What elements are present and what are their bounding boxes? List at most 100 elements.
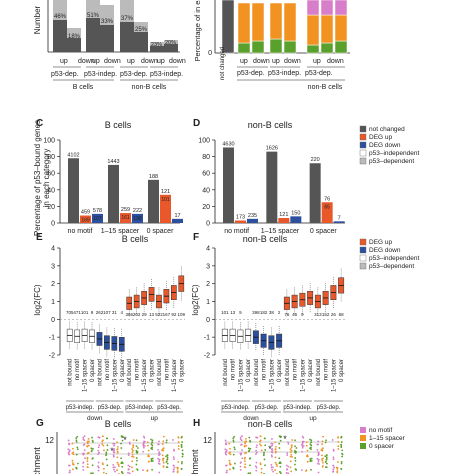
data-point [161,454,164,457]
data-point [243,445,246,447]
panel-a-sub: p53-indep. [84,71,117,78]
data-point [317,458,320,461]
data-point [335,466,338,469]
y-tick-label: 4 [51,246,55,253]
data-point [147,444,149,447]
data-point [337,445,340,448]
data-point [259,439,262,442]
panel-a-sub: p53-dep. [120,71,148,78]
bar-value-label: 188 [149,174,158,180]
data-point [83,435,86,438]
data-point [76,446,79,449]
data-point [131,453,134,456]
panel-g-letter: G [36,418,44,429]
data-point [97,469,100,472]
data-point [286,452,289,455]
data-point [270,464,273,466]
data-point [336,470,339,473]
data-point [274,461,277,464]
data-point [317,471,320,474]
data-point [177,436,180,439]
x-tick-label: not bound [68,359,74,386]
x-tick-label: no motif [68,228,93,235]
data-point [316,457,319,460]
panel-b-ylabel: Percentage of in each [193,0,202,61]
data-point [264,464,266,467]
data-point [146,470,149,472]
data-point [150,459,153,462]
bar-value-label: 459 [81,210,90,216]
group-sub-label: p53-indep. [66,405,95,411]
box-count: 107 [103,310,111,315]
panel-a-label: 33% [101,19,114,25]
data-point [117,463,120,466]
data-point [72,463,75,466]
data-point [84,457,86,459]
data-point [264,444,267,447]
panel-a-dir: down [104,58,121,65]
panel-c: C B cells Percentage of p53–bound genes i… [33,118,183,236]
y-tick-label: 60 [47,171,55,178]
data-point [305,470,307,472]
panel-g: G B cells chment 12 * * [32,418,184,474]
data-point [86,466,89,468]
data-point [135,463,138,466]
data-point [165,441,168,444]
data-point [173,466,176,469]
panel-a-bar [67,28,81,38]
data-point [290,453,293,456]
data-point [228,462,231,464]
data-point [127,468,130,471]
data-point [101,435,104,438]
panel-h-star: * [283,434,287,444]
bar-inner-label: 161 [121,215,130,221]
data-point [321,454,323,457]
box-count: 68 [339,312,345,317]
data-point [333,466,336,469]
data-point [244,463,247,466]
y-tick-label: 100 [198,138,210,145]
panel-a-dir: down [78,58,95,65]
panel-a-bar [86,0,100,18]
data-point [180,443,183,446]
data-point [287,465,290,468]
box-count: 29 [142,312,148,317]
panel-a-dir: down [141,58,158,65]
x-tick-label: not bound [157,359,163,386]
box-count: 38 [269,310,275,315]
data-point [274,456,277,459]
data-point [233,448,236,451]
data-point [158,440,160,443]
data-point [271,444,274,447]
data-point [112,464,115,466]
panel-a-label: 51% [87,13,100,19]
data-point [324,441,327,444]
panel-a-sub: p53-dep. [51,71,79,78]
bar-value-label: 17 [174,213,180,219]
data-point [181,435,183,438]
x-tick-label: 1–15 spacer [331,359,337,392]
data-point [271,438,273,440]
data-point [321,440,324,443]
data-point [225,443,228,445]
legend-label: no motif [369,427,392,434]
data-point [249,439,251,442]
legend-label: DEG down [369,142,401,149]
data-point [91,464,94,467]
y-tick-label: 3 [51,263,55,270]
data-point [248,436,251,439]
data-point [112,455,115,458]
y-tick-label: -2 [49,353,55,360]
box-count: 9 [91,310,94,315]
panel-a-bar [150,42,164,52]
data-point [162,440,165,443]
data-point [321,466,324,468]
x-tick-label: no motif [224,228,249,235]
bar [108,164,119,223]
panel-e-letter: E [36,232,43,243]
box-count: 471 [73,310,81,315]
data-point [97,465,99,468]
data-point [158,458,161,461]
data-point [151,439,154,442]
